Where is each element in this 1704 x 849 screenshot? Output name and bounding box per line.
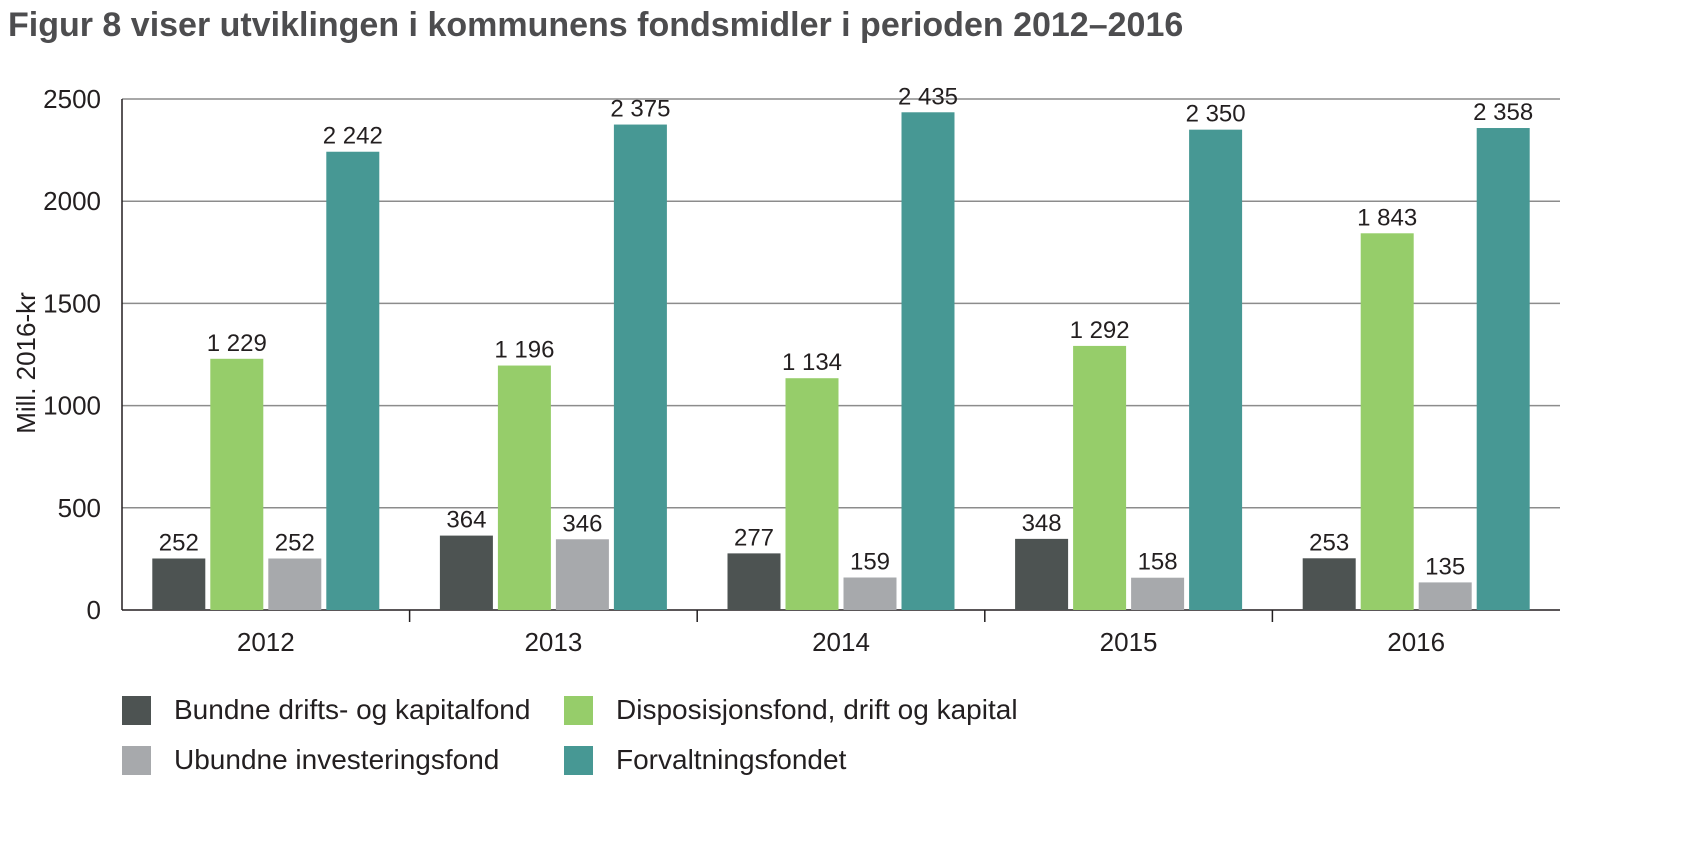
x-tick-label: 2016	[1387, 627, 1445, 657]
y-axis-label: Mill. 2016-kr	[11, 292, 41, 434]
data-label: 2 242	[323, 123, 383, 150]
bar	[326, 151, 380, 610]
data-label: 364	[446, 507, 486, 534]
bar	[727, 553, 781, 610]
legend-label: Forvaltningsfondet	[616, 744, 847, 775]
bar	[1476, 128, 1530, 611]
bar	[1360, 233, 1414, 610]
legend-swatch	[122, 695, 151, 725]
bar	[1418, 582, 1472, 610]
data-labels: 252 1 229 252 2 242 364 1 196 346 2 375 277 1 134…	[159, 83, 1533, 580]
data-label: 2 358	[1473, 99, 1533, 126]
legend-swatch	[564, 695, 593, 725]
legend-item: Disposisjonsfond, drift og kapital	[564, 694, 1018, 726]
data-label: 277	[734, 524, 774, 551]
bar	[785, 378, 839, 610]
y-tick-label: 2000	[43, 186, 101, 216]
legend-swatch	[122, 745, 151, 775]
legend-label: Bundne drifts- og kapitalfond	[174, 694, 531, 725]
axes: 0 500 1000 1500 2000 2500 2012 2013 2014 2015 2016	[43, 84, 1560, 657]
data-label: 2 375	[610, 96, 670, 123]
bar	[439, 535, 493, 610]
data-label: 1 843	[1357, 204, 1417, 231]
y-tick-label: 500	[58, 493, 101, 523]
x-tick-label: 2012	[237, 627, 295, 657]
chart-title: Figur 8 viser utviklingen i kommunens fo…	[8, 6, 1184, 44]
y-tick-label: 0	[87, 595, 101, 625]
bar	[268, 558, 322, 610]
legend-item: Forvaltningsfondet	[564, 744, 846, 776]
bar	[210, 358, 264, 610]
bar	[1189, 129, 1243, 610]
bar	[1302, 558, 1356, 610]
data-label: 2 435	[898, 83, 958, 110]
bars	[152, 112, 1530, 611]
bar	[1131, 577, 1185, 610]
data-label: 1 292	[1070, 317, 1130, 344]
data-label: 1 196	[494, 337, 554, 364]
bar	[843, 577, 897, 610]
data-label: 348	[1022, 510, 1062, 537]
legend-label: Ubundne investeringsfond	[174, 744, 500, 775]
data-label: 1 134	[782, 349, 842, 376]
data-label: 252	[159, 529, 199, 556]
bar	[555, 539, 609, 610]
data-label: 253	[1309, 529, 1349, 556]
data-label: 1 229	[207, 330, 267, 357]
data-label: 135	[1425, 553, 1465, 580]
legend-item: Ubundne investeringsfond	[122, 744, 499, 776]
data-label: 159	[850, 549, 890, 576]
x-tick-label: 2013	[524, 627, 582, 657]
y-tick-label: 2500	[43, 84, 101, 114]
legend-label: Disposisjonsfond, drift og kapital	[616, 694, 1018, 725]
bar	[901, 112, 955, 610]
bar	[497, 365, 551, 610]
bar	[152, 558, 206, 610]
data-label: 158	[1138, 549, 1178, 576]
y-tick-label: 1000	[43, 391, 101, 421]
bar	[1073, 345, 1127, 610]
x-tick-label: 2014	[812, 627, 870, 657]
data-label: 252	[275, 529, 315, 556]
legend-swatch	[564, 745, 593, 775]
y-tick-label: 1500	[43, 288, 101, 318]
x-tick-label: 2015	[1100, 627, 1158, 657]
data-label: 2 350	[1186, 101, 1246, 128]
bar	[1015, 538, 1069, 610]
legend-item: Bundne drifts- og kapitalfond	[122, 694, 530, 726]
bar	[613, 124, 667, 611]
data-label: 346	[562, 510, 602, 537]
